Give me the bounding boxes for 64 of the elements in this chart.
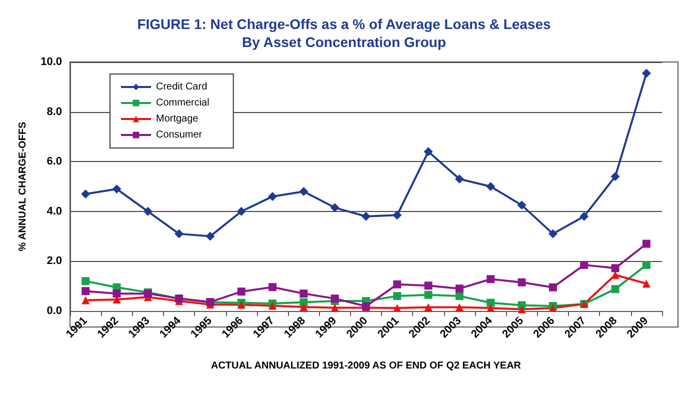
point [236,206,246,216]
point [424,282,432,290]
point [300,298,308,306]
point [268,192,278,201]
point [424,290,432,299]
point [486,304,495,312]
point [82,277,90,286]
point [610,172,620,182]
point [300,303,308,312]
point [143,206,152,216]
point [268,283,277,292]
y-tick-label: 0.0 [46,305,62,317]
point [454,174,464,184]
point [362,212,370,221]
point [237,288,246,296]
point [330,304,339,312]
y-tick-label: 4.0 [46,205,62,218]
point [299,186,308,196]
legend-label: Mortgage [156,114,199,124]
legend-label: Credit Card [156,82,208,92]
point [486,275,495,284]
x-axis-title: ACTUAL ANNUALIZED 1991-2009 AS OF END OF Q2 EACH YEAR [210,360,522,372]
point [81,189,90,198]
point [112,184,122,194]
point [611,264,620,272]
point [548,229,558,238]
point [580,260,588,269]
y-tick-label: 2.0 [46,255,62,268]
point [518,305,526,314]
point [580,212,589,221]
point [642,68,651,78]
legend-label: Commercial [156,98,210,108]
y-axis-title: % ANNUAL CHARGE-OFFS [18,121,28,252]
point [330,294,339,303]
point [206,232,215,241]
point [642,260,650,269]
point [455,303,464,312]
point [300,290,308,298]
y-tick-label: 10.0 [40,56,62,68]
legend-label: Consumer [156,130,203,140]
y-tick-label: 8.0 [46,106,62,118]
point [486,298,495,307]
point [486,182,496,191]
point [393,304,402,312]
point [642,240,650,248]
point [392,210,402,220]
point [642,280,650,288]
chart-title: FIGURE 1: Net Charge-Offs as a % of Average Loans & Leases By Asset Concentration Group [137,16,552,50]
point [393,292,402,300]
point [393,280,402,288]
point [517,200,526,210]
point [518,278,526,286]
point [112,290,121,298]
point [548,283,557,292]
point [455,284,464,293]
point [330,203,340,212]
point [424,303,432,312]
point [82,287,90,296]
point [82,296,90,304]
point [611,285,620,294]
point [455,292,464,300]
point [174,229,184,238]
point [424,147,433,156]
y-tick-label: 6.0 [46,156,62,168]
